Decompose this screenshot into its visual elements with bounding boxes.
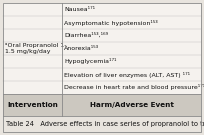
Text: Nausea¹⁷¹: Nausea¹⁷¹ <box>64 7 95 12</box>
Text: Decrease in heart rate and blood pressure¹⁷¹: Decrease in heart rate and blood pressur… <box>64 85 204 90</box>
Text: Asymptomatic hypotension¹⁵³: Asymptomatic hypotension¹⁵³ <box>64 19 158 26</box>
Bar <box>3 94 201 116</box>
Text: Diarrhea¹⁵³,¹⁶⁹: Diarrhea¹⁵³,¹⁶⁹ <box>64 33 109 38</box>
Text: Harm/Adverse Event: Harm/Adverse Event <box>90 102 174 108</box>
Bar <box>3 3 201 94</box>
Text: ᵃOral Propranolol 1-
1.5 mg/kg/day: ᵃOral Propranolol 1- 1.5 mg/kg/day <box>5 43 67 55</box>
Text: Elevation of liver enzymes (ALT, AST) ¹⁷¹: Elevation of liver enzymes (ALT, AST) ¹⁷… <box>64 72 191 77</box>
Text: Table 24   Adverse effects in case series of propranolol to treat IH: Table 24 Adverse effects in case series … <box>6 121 204 127</box>
Text: Intervention: Intervention <box>7 102 58 108</box>
Text: Hypoglycemia¹⁷¹: Hypoglycemia¹⁷¹ <box>64 58 117 65</box>
Text: Anorexia¹⁵³: Anorexia¹⁵³ <box>64 46 100 51</box>
Bar <box>3 116 201 132</box>
